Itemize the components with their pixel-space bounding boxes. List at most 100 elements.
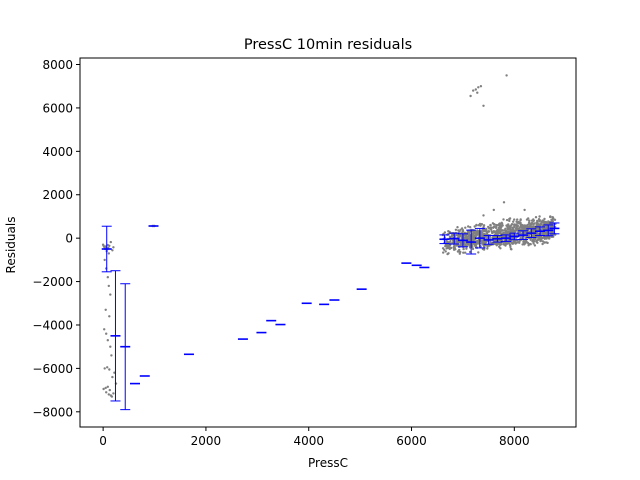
scatter-point [516, 218, 519, 221]
scatter-point [483, 229, 486, 233]
scatter-point [495, 244, 498, 247]
scatter-point [482, 214, 485, 217]
scatter-point [538, 219, 541, 222]
scatter-point [460, 241, 463, 244]
scatter-point [504, 244, 507, 247]
scatter-point [513, 218, 516, 221]
scatter-point [112, 246, 115, 249]
scatter-point [528, 225, 532, 229]
scatter-point [513, 224, 516, 227]
scatter-point [109, 240, 113, 244]
scatter-point [109, 293, 112, 296]
scatter-point [533, 244, 537, 247]
scatter-point [106, 339, 110, 342]
scatter-point [457, 229, 460, 232]
scatter-point [508, 242, 511, 245]
scatter-point [512, 220, 515, 223]
chart-title: PressC 10min residuals [244, 37, 412, 53]
scatter-point [510, 223, 514, 226]
scatter-point [479, 234, 483, 237]
scatter-point [447, 230, 450, 233]
scatter-point [105, 332, 108, 335]
scatter-point [102, 387, 105, 391]
scatter-point [468, 234, 471, 237]
scatter-point [111, 249, 114, 252]
scatter-point [108, 388, 112, 392]
errorbar [526, 228, 537, 239]
errorbar [543, 224, 554, 237]
scatter-point [489, 223, 492, 227]
scatter-point [509, 245, 512, 249]
scatter-point [536, 219, 539, 223]
scatter-point [550, 220, 553, 223]
scatter-point [476, 229, 479, 232]
scatter-point [535, 222, 539, 226]
scatter-point [454, 228, 458, 231]
scatter-point [523, 243, 526, 246]
scatter-point [549, 215, 552, 219]
errorbar [483, 235, 494, 245]
scatter-point [103, 258, 106, 262]
x-tick-label: 2000 [191, 434, 222, 448]
scatter-point [106, 276, 110, 279]
scatter-point [515, 227, 518, 231]
scatter-point [110, 395, 114, 398]
scatter-point [492, 208, 495, 212]
scatter-point [493, 223, 496, 226]
y-tick-label: 4000 [42, 145, 73, 159]
scatter-point [473, 225, 476, 228]
scatter-point [543, 217, 546, 221]
scatter-point [505, 74, 508, 77]
y-tick-label: 0 [65, 232, 73, 246]
scatter-point [530, 222, 533, 226]
scatter-point [519, 221, 522, 224]
scatter-point [522, 241, 525, 244]
scatter-point [458, 248, 461, 252]
scatter-point [107, 252, 111, 255]
scatter-point [523, 224, 527, 227]
y-tick-label: −8000 [32, 405, 73, 419]
errorbar [110, 270, 121, 402]
scatter-point [541, 242, 544, 246]
axis-layer: 0 2000 4000 6000 8000 −8000 −6000 −4000 −2000 0 20… [32, 57, 577, 448]
scatter-point [497, 242, 501, 245]
scatter-point [479, 85, 483, 88]
scatter-point [510, 241, 513, 245]
scatter-point [467, 238, 470, 241]
errorbar [509, 232, 520, 241]
scatter-point [482, 225, 485, 228]
scatter-point [104, 308, 107, 311]
scatter-point [510, 248, 513, 251]
scatter-point [502, 218, 505, 221]
scatter-point [541, 232, 544, 236]
scatter-point [545, 241, 548, 244]
errorbar [492, 235, 503, 243]
scatter-point [461, 231, 464, 234]
scatter-point [543, 231, 546, 235]
scatter-point [523, 208, 526, 212]
scatter-point [108, 244, 111, 247]
scatter-point [472, 89, 475, 92]
scatter-point [525, 218, 529, 221]
scatter-point [455, 244, 458, 247]
scatter-point [545, 226, 548, 230]
scatter-point [108, 315, 111, 318]
scatter-point [106, 366, 109, 369]
scatter-point [447, 244, 451, 247]
scatter-point [469, 94, 472, 98]
scatter-point [487, 230, 491, 233]
x-tick-label: 4000 [293, 434, 324, 448]
scatter-point [497, 226, 500, 229]
scatter-point [500, 224, 504, 227]
scatter-point [109, 345, 112, 348]
scatter-point [506, 225, 509, 229]
scatter-point [490, 230, 493, 233]
scatter-point [482, 104, 485, 108]
scatter-point [517, 228, 520, 231]
errorbar [439, 234, 450, 245]
scatter-point [471, 235, 474, 239]
scatter-point [464, 226, 467, 229]
x-axis-label: PressC [308, 456, 348, 470]
scatter-point [444, 250, 447, 253]
scatter-point [448, 235, 452, 238]
